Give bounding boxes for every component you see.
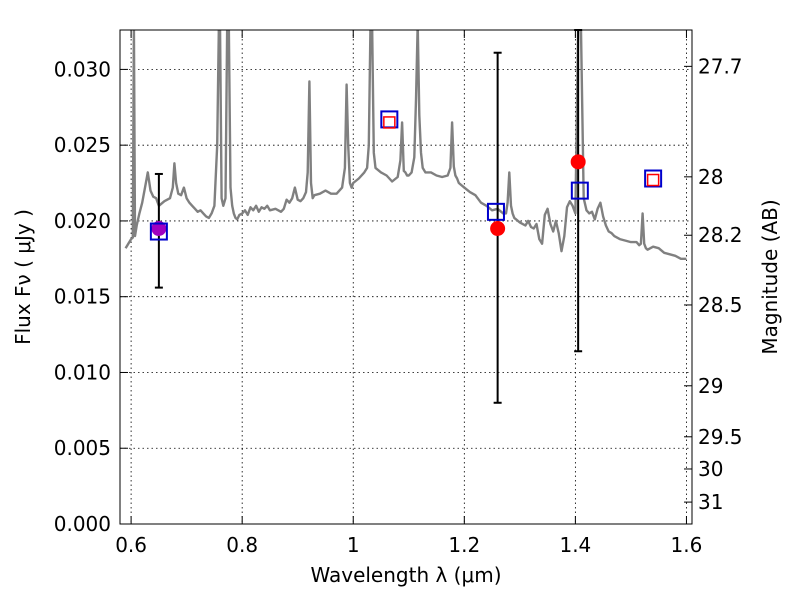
plot-frame — [119, 29, 693, 525]
y-axis-title: Flux Fν ( μJy ) — [11, 209, 35, 345]
x-tick-label: 0.6 — [115, 533, 147, 557]
right-tick-label: 28 — [698, 165, 723, 189]
y-tick-label: 0.020 — [54, 209, 111, 233]
right-tick-label: 28.5 — [698, 293, 743, 317]
marker-layer — [149, 110, 663, 241]
blue-square-marker — [570, 181, 589, 200]
tick-layer: 0.6 0.8 1 1.2 1.4 1.6 0.000 0.005 0.010 0.015 0.02… — [54, 30, 743, 557]
spectrum-line — [124, 30, 687, 260]
x-tick-label: 1.2 — [448, 533, 480, 557]
blue-square-marker — [149, 222, 168, 241]
red-square-marker — [646, 173, 660, 187]
blue-square-marker — [486, 202, 505, 221]
right-tick-label: 29.5 — [698, 425, 743, 449]
red-square-marker — [383, 116, 396, 129]
right-tick-label: 30 — [698, 457, 723, 481]
right-axis-title: Magnitude (AB) — [758, 199, 782, 354]
x-tick-label: 0.8 — [226, 533, 258, 557]
y-tick-label: 0.025 — [54, 133, 111, 157]
right-tick-label: 31 — [698, 490, 723, 514]
x-tick-label: 1 — [347, 533, 360, 557]
spectrum-layer — [124, 30, 687, 260]
y-tick-label: 0.000 — [54, 512, 111, 536]
right-tick-label: 28.2 — [698, 223, 743, 247]
y-tick-label: 0.005 — [54, 436, 111, 460]
right-tick-label: 27.7 — [698, 54, 743, 78]
blue-square-marker — [644, 169, 663, 188]
y-tick-label: 0.015 — [54, 285, 111, 309]
red-circle-marker — [570, 154, 586, 170]
x-tick-label: 1.6 — [671, 533, 703, 557]
y-tick-label: 0.030 — [54, 57, 111, 81]
red-circle-marker — [490, 221, 506, 237]
y-tick-label: 0.010 — [54, 360, 111, 384]
red-circle-marker — [151, 221, 167, 237]
x-tick-label: 1.4 — [559, 533, 591, 557]
x-axis-title: Wavelength λ (μm) — [310, 563, 501, 587]
grid-layer — [120, 30, 692, 525]
right-tick-label: 29 — [698, 374, 723, 398]
